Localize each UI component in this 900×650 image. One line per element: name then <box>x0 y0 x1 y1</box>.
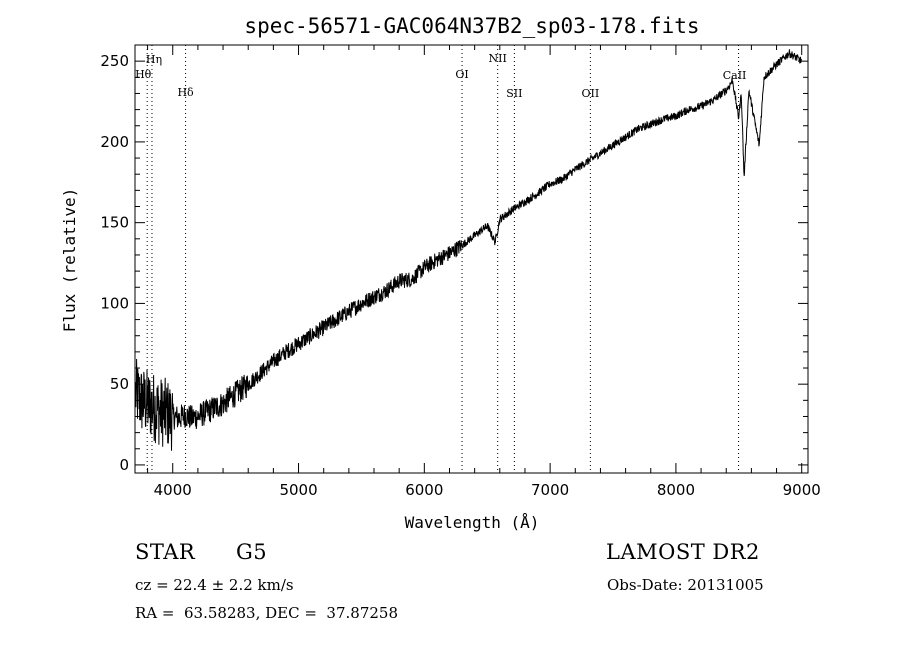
y-tick-label: 50 <box>110 375 129 393</box>
y-tick-label: 100 <box>100 294 129 312</box>
x-tick-label: 7000 <box>531 481 569 499</box>
y-tick-label: 250 <box>100 52 129 70</box>
reference-line-labels: Hη Hθ Hδ OI NII SII OII CaII <box>135 52 746 100</box>
y-axis-label: Flux (relative) <box>60 188 79 333</box>
y-tick-label: 0 <box>119 456 129 474</box>
reference-line-label: Hδ <box>177 86 194 99</box>
y-tick-label: 200 <box>100 133 129 151</box>
obs-date-text: Obs-Date: 20131005 <box>607 576 764 594</box>
reference-line-label: CaII <box>723 69 747 82</box>
reference-line-label: OII <box>582 87 600 100</box>
reference-line-label: OI <box>455 68 468 81</box>
spectrum-line <box>135 49 803 451</box>
velocity-text: cz = 22.4 ± 2.2 km/s <box>135 576 294 594</box>
x-axis-label: Wavelength (Å) <box>405 513 540 532</box>
reference-line-label: NII <box>489 52 507 65</box>
reference-line-label: SII <box>506 87 522 100</box>
x-tick-label: 6000 <box>405 481 443 499</box>
x-tick-label: 9000 <box>783 481 821 499</box>
survey-name: LAMOST DR2 <box>606 540 760 564</box>
object-subclass: G5 <box>236 540 268 564</box>
x-tick-label: 8000 <box>657 481 695 499</box>
x-tick-label: 4000 <box>154 481 192 499</box>
x-tick-label: 5000 <box>279 481 317 499</box>
axis-ticks: 4000 5000 6000 7000 8000 9000 0 50 100 150 200 250 <box>100 45 821 499</box>
chart-title: spec-56571-GAC064N37B2_sp03-178.fits <box>244 14 699 38</box>
y-tick-label: 150 <box>100 214 129 232</box>
coordinates-text: RA = 63.58283, DEC = 37.87258 <box>135 604 399 622</box>
reference-line-label: Hη <box>146 53 162 66</box>
reference-line-label: Hθ <box>135 68 152 81</box>
plot-frame <box>134 44 809 474</box>
object-class: STAR <box>135 540 196 564</box>
